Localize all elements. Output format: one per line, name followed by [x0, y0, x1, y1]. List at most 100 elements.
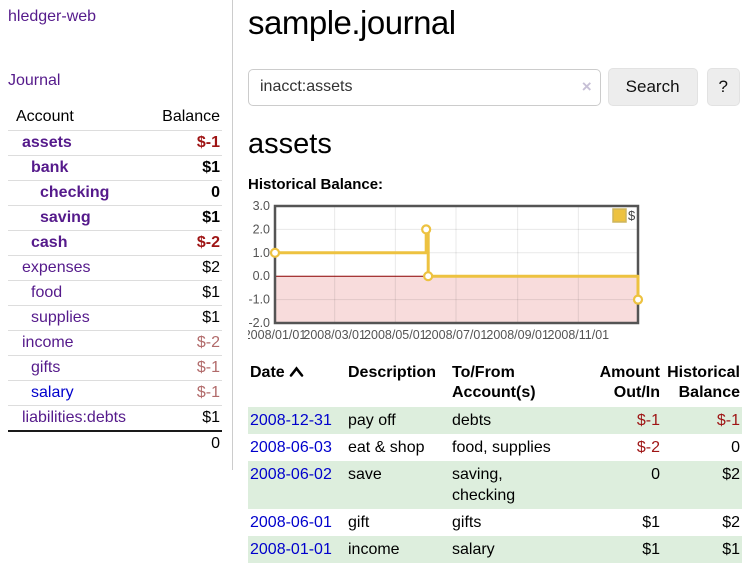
transaction-accounts: food, supplies [452, 439, 551, 456]
transaction-balance: $2 [722, 514, 740, 531]
account-row: supplies $1 [8, 305, 222, 331]
search-input[interactable] [248, 68, 601, 106]
accounts-header-account: Account [16, 108, 74, 125]
transaction-balance: $-1 [716, 412, 740, 429]
clear-search-icon[interactable]: × [581, 76, 592, 96]
accounts-total-spacer [8, 431, 144, 456]
transaction-date-link[interactable]: 2008-12-31 [250, 412, 332, 429]
account-balance: $1 [202, 284, 220, 301]
account-link-food[interactable]: food [31, 284, 63, 301]
transaction-description: gift [348, 514, 370, 531]
account-row: gifts $-1 [8, 355, 222, 381]
account-balance: $-1 [196, 359, 220, 376]
register-header-amount: Amount Out/In [599, 364, 660, 401]
register-row: 2008-06-02 save saving, checking 0 $2 [248, 461, 742, 509]
transaction-balance: $1 [722, 541, 740, 558]
account-link-cash[interactable]: cash [31, 234, 68, 251]
chart-svg: $3.0 2.0 1.0 0.0 -1.0 -2.02008/01/012008/03/0… [244, 199, 644, 342]
transaction-amount: $1 [642, 514, 660, 531]
register-header-date-label: Date [250, 364, 285, 381]
register-row: 2008-12-31 pay off debts $-1 $-1 [248, 407, 742, 434]
account-balance: $2 [202, 259, 220, 276]
chart-title: Historical Balance: [248, 176, 384, 193]
search-button[interactable]: Search [607, 68, 698, 106]
account-link-checking[interactable]: checking [40, 184, 110, 201]
transaction-date-link[interactable]: 2008-06-01 [250, 514, 332, 531]
transaction-amount: $-1 [636, 412, 660, 429]
account-link-liabilities-debts[interactable]: liabilities:debts [22, 409, 127, 426]
account-link-supplies[interactable]: supplies [31, 309, 90, 326]
account-row: salary $-1 [8, 380, 222, 406]
account-balance: $-1 [196, 134, 220, 151]
register-header-description: Description [348, 364, 437, 381]
svg-text:2008/03/01: 2008/03/01 [303, 328, 366, 342]
register-table: Date Description To/From Account(s) Amou… [248, 361, 742, 563]
legend-label: $ [628, 208, 636, 223]
account-row: expenses $2 [8, 255, 222, 281]
transaction-accounts: gifts [452, 514, 482, 531]
register-row: 2008-06-01 gift gifts $1 $2 [248, 509, 742, 536]
accounts-total-row: 0 [8, 431, 222, 456]
svg-text:2008/01/01: 2008/01/01 [248, 328, 306, 342]
account-balance: $1 [202, 309, 220, 326]
transaction-date-link[interactable]: 2008-01-01 [250, 541, 332, 558]
help-button[interactable]: ? [706, 68, 740, 106]
account-link-bank[interactable]: bank [31, 159, 69, 176]
svg-text:2008/11/01: 2008/11/01 [548, 328, 610, 342]
account-row: checking 0 [8, 180, 222, 206]
historical-balance-chart: $3.0 2.0 1.0 0.0 -1.0 -2.0 2008/01/01 2008/03/0… [244, 199, 740, 347]
account-link-saving[interactable]: saving [40, 209, 91, 226]
transaction-date-link[interactable]: 2008-06-02 [250, 466, 332, 483]
svg-text:2.0: 2.0 [253, 222, 270, 236]
transaction-description: eat & shop [348, 439, 425, 456]
brand-link[interactable]: hledger-web [8, 8, 97, 25]
svg-text:1.0: 1.0 [253, 246, 270, 260]
svg-text:3.0: 3.0 [253, 200, 270, 213]
search-input-wrap: × [248, 68, 601, 106]
account-link-assets[interactable]: assets [22, 134, 72, 151]
svg-text:2008/07/01: 2008/07/01 [425, 328, 488, 342]
account-balance: $-1 [196, 384, 220, 401]
page-title: sample.journal [248, 4, 456, 41]
account-heading: assets [248, 128, 332, 160]
account-balance: $1 [202, 409, 220, 426]
transaction-description: save [348, 466, 382, 483]
svg-text:2008/05/01: 2008/05/01 [364, 328, 427, 342]
transaction-balance: $2 [722, 466, 740, 483]
accounts-total-value: 0 [211, 435, 220, 452]
svg-text:0.0: 0.0 [253, 269, 270, 283]
transaction-amount: 0 [651, 466, 660, 483]
sidebar: hledger-web Journal Account Balance asse… [0, 0, 233, 470]
account-row: cash $-2 [8, 230, 222, 256]
register-header-date[interactable]: Date [248, 361, 346, 407]
svg-text:-2.0: -2.0 [248, 316, 270, 330]
accounts-header-row: Account Balance [8, 105, 222, 131]
accounts-table: Account Balance assets $-1 bank $1 checking 0… [8, 105, 222, 456]
transaction-description: pay off [348, 412, 396, 429]
account-link-income[interactable]: income [22, 334, 74, 351]
transaction-amount: $-2 [636, 439, 660, 456]
account-balance: $1 [202, 159, 220, 176]
search-bar: × Search ? [248, 68, 740, 106]
svg-text:-1.0: -1.0 [248, 293, 270, 307]
account-link-gifts[interactable]: gifts [31, 359, 61, 376]
account-link-salary[interactable]: salary [31, 384, 74, 401]
account-balance: $1 [202, 209, 220, 226]
register-header-row: Date Description To/From Account(s) Amou… [248, 361, 742, 407]
hledger-web-app: hledger-web Journal Account Balance asse… [0, 0, 742, 563]
account-link-expenses[interactable]: expenses [22, 259, 91, 276]
transaction-balance: 0 [731, 439, 740, 456]
main-content: sample.journal × Search ? assets Histori… [233, 0, 742, 563]
sort-ascending-icon[interactable] [289, 363, 304, 383]
transaction-amount: $1 [642, 541, 660, 558]
transaction-accounts: saving, checking [452, 466, 516, 504]
account-row: food $1 [8, 280, 222, 306]
sidebar-item-journal[interactable]: Journal [8, 72, 61, 89]
transaction-description: income [348, 541, 400, 558]
account-row: bank $1 [8, 155, 222, 181]
register-row: 2008-06-03 eat & shop food, supplies $-2 0 [248, 434, 742, 461]
account-balance: $-2 [196, 334, 220, 351]
transaction-date-link[interactable]: 2008-06-03 [250, 439, 332, 456]
account-row: saving $1 [8, 205, 222, 231]
account-row: liabilities:debts $1 [8, 405, 222, 432]
